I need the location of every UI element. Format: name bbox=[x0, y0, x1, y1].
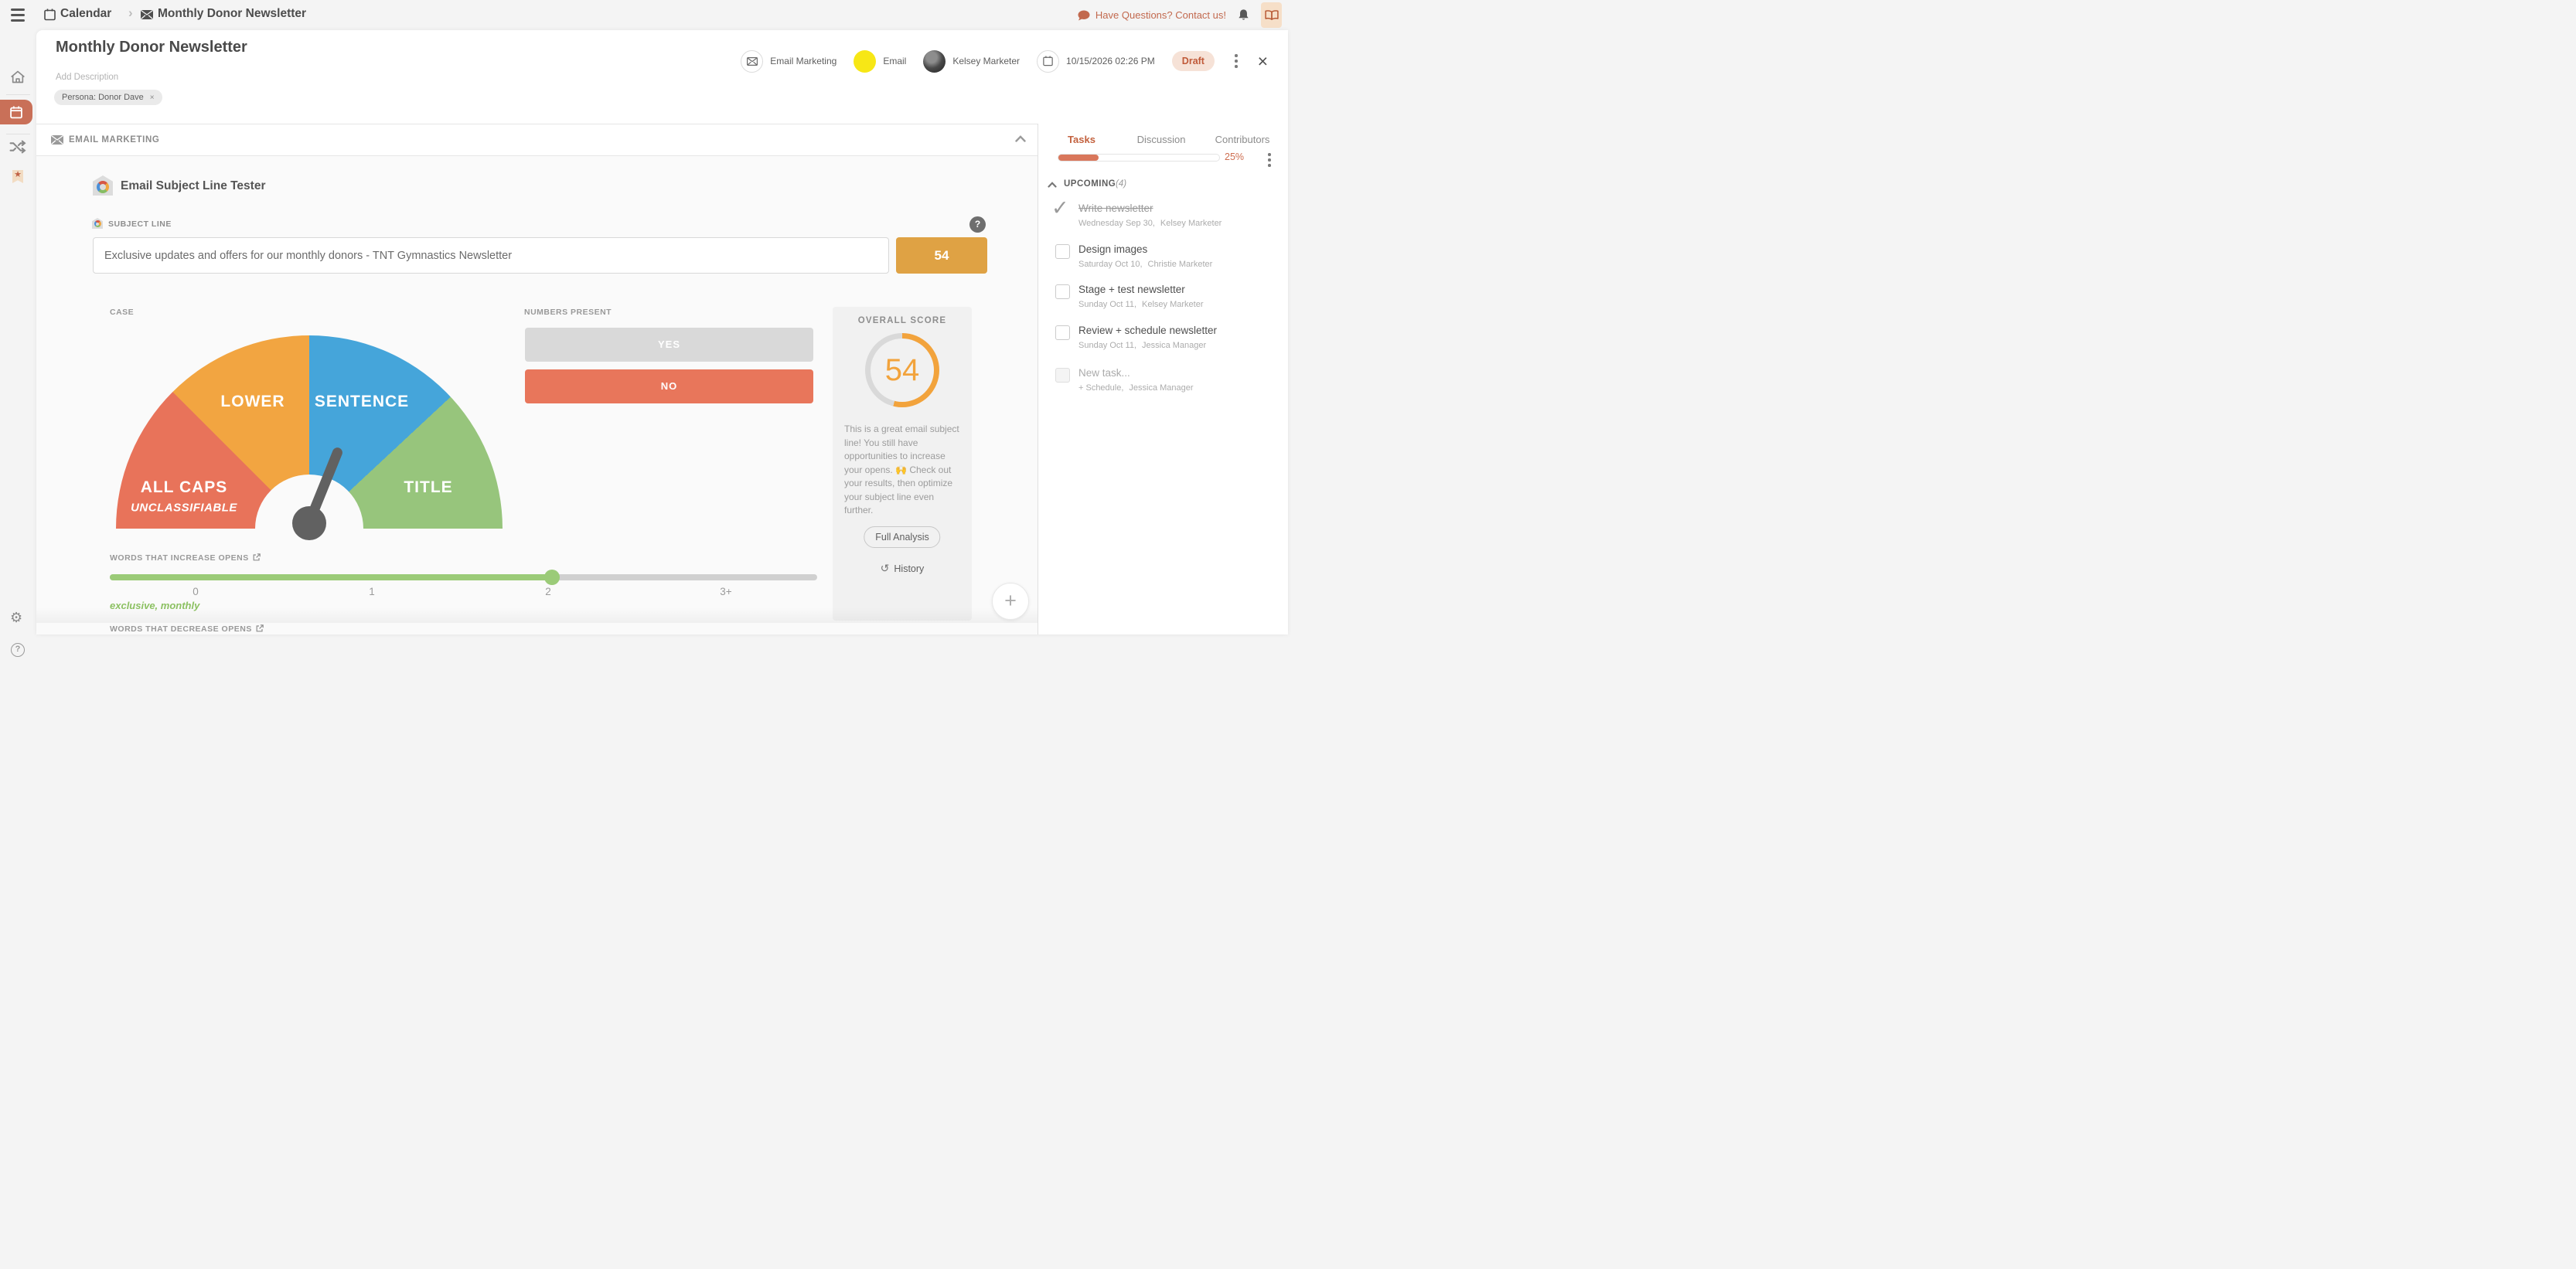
full-analysis-button[interactable]: Full Analysis bbox=[864, 526, 941, 548]
add-description-field[interactable]: Add Description bbox=[56, 73, 119, 82]
persona-tag[interactable]: Persona: Donor Dave × bbox=[54, 90, 162, 105]
overall-score-label: OVERALL SCORE bbox=[857, 316, 947, 325]
upcoming-count: (4) bbox=[1116, 179, 1127, 189]
section-title: EMAIL MARKETING bbox=[69, 135, 160, 145]
color-swatch-yellow bbox=[854, 49, 877, 73]
overall-score-message: This is a great email subject line! You … bbox=[844, 424, 959, 515]
more-options-icon[interactable] bbox=[1232, 51, 1241, 71]
slider-tick-0: 0 bbox=[193, 586, 199, 597]
email-marketing-icon bbox=[51, 135, 63, 145]
color-label-selector[interactable]: Email bbox=[854, 49, 906, 73]
task-complete-check-icon[interactable]: ✓ bbox=[1051, 196, 1069, 219]
breadcrumb-calendar[interactable]: Calendar bbox=[60, 7, 112, 20]
page-title[interactable]: Monthly Donor Newsletter bbox=[56, 39, 247, 56]
task-checkbox[interactable] bbox=[1055, 244, 1070, 259]
settings-gear-icon[interactable]: ⚙ bbox=[10, 610, 23, 625]
external-link-icon[interactable] bbox=[253, 553, 261, 561]
overall-score-ring: 54 bbox=[865, 333, 939, 407]
gauge-segment-title: TITLE bbox=[404, 478, 453, 496]
slider-fill bbox=[110, 574, 552, 580]
subject-line-tester-section: Email Subject Line Tester SUBJECT LINE ?… bbox=[36, 156, 1038, 634]
contact-us-link[interactable]: Have Questions? Contact us! bbox=[1078, 9, 1226, 21]
gauge-segment-all-caps: ALL CAPS bbox=[140, 478, 228, 496]
calendar-icon bbox=[1037, 49, 1060, 73]
tab-discussion[interactable]: Discussion bbox=[1136, 134, 1186, 145]
calendar-icon bbox=[44, 9, 56, 21]
history-icon: ↺ bbox=[880, 562, 890, 574]
case-label: CASE bbox=[110, 308, 135, 317]
tasks-progress-bar bbox=[1058, 154, 1220, 162]
notifications-bell-icon[interactable] bbox=[1237, 9, 1250, 22]
scroll-fade bbox=[36, 607, 1038, 623]
slider-knob[interactable] bbox=[544, 570, 560, 585]
tab-tasks[interactable]: Tasks bbox=[1068, 134, 1095, 145]
new-task-input[interactable]: New task... bbox=[1078, 367, 1130, 379]
gauge-segment-sentence: SENTENCE bbox=[314, 393, 410, 410]
tasks-progress-percent: 25% bbox=[1225, 151, 1245, 162]
breadcrumb-chevron-icon: › bbox=[128, 5, 133, 20]
increase-opens-label: WORDS THAT INCREASE OPENS bbox=[110, 553, 261, 563]
email-type-icon bbox=[741, 49, 764, 73]
task-checkbox[interactable] bbox=[1055, 284, 1070, 299]
collapse-section-chevron-icon[interactable] bbox=[1015, 135, 1026, 142]
subject-line-field-icon bbox=[92, 218, 103, 229]
upcoming-label: UPCOMING bbox=[1064, 179, 1116, 189]
email-project-icon bbox=[141, 10, 153, 19]
help-icon[interactable]: ? bbox=[11, 643, 25, 657]
history-link[interactable]: ↺ History bbox=[880, 562, 925, 574]
home-icon[interactable] bbox=[10, 70, 26, 83]
rail-divider bbox=[6, 94, 30, 95]
tester-title: Email Subject Line Tester bbox=[121, 179, 266, 192]
slider-tick-1: 1 bbox=[369, 586, 375, 597]
sidebar-item-calendar-active[interactable] bbox=[0, 100, 32, 124]
tasks-options-icon[interactable] bbox=[1265, 150, 1274, 170]
character-score-badge: 54 bbox=[896, 237, 987, 274]
breadcrumb-project-title: Monthly Donor Newsletter bbox=[158, 7, 307, 20]
new-task-checkbox[interactable] bbox=[1055, 368, 1070, 383]
tasks-progress-fill bbox=[1058, 155, 1099, 161]
slider-tick-2: 2 bbox=[545, 586, 551, 597]
top-bar: Calendar › Monthly Donor Newsletter Have… bbox=[0, 0, 1288, 30]
tasks-panel: Tasks Discussion Contributors 25% UPCOMI… bbox=[1038, 124, 1288, 634]
add-button[interactable]: + bbox=[992, 583, 1029, 620]
status-badge[interactable]: Draft bbox=[1171, 51, 1215, 71]
email-marketing-section-bar: EMAIL MARKETING bbox=[36, 124, 1038, 156]
schedule-selector[interactable]: 10/15/2026 02:26 PM bbox=[1037, 49, 1155, 73]
numbers-present-label: NUMBERS PRESENT bbox=[524, 308, 612, 317]
slider-tick-3plus: 3+ bbox=[720, 586, 732, 597]
project-meta-row: Email Marketing Email Kelsey Marketer 10… bbox=[741, 47, 1268, 75]
app-window: Calendar › Monthly Donor Newsletter Have… bbox=[0, 0, 1288, 657]
close-icon[interactable]: × bbox=[1257, 51, 1268, 71]
shuffle-icon[interactable] bbox=[9, 140, 26, 154]
hamburger-menu-icon[interactable] bbox=[11, 9, 25, 22]
subject-line-tester-icon bbox=[93, 175, 113, 196]
help-question-icon[interactable]: ? bbox=[969, 216, 986, 233]
gauge-needle-pivot bbox=[292, 506, 326, 540]
chat-bubble-icon bbox=[1078, 10, 1090, 20]
avatar bbox=[923, 49, 946, 73]
subject-line-input[interactable] bbox=[93, 237, 889, 274]
external-link-icon[interactable] bbox=[256, 624, 264, 632]
left-nav-rail: ★ ⚙ ? bbox=[0, 30, 36, 657]
tab-contributors[interactable]: Contributors bbox=[1215, 134, 1270, 145]
tag-remove-icon[interactable]: × bbox=[149, 94, 155, 102]
decrease-opens-label: WORDS THAT DECREASE OPENS bbox=[110, 624, 264, 634]
overall-score-panel: OVERALL SCORE 54 This is a great email s… bbox=[833, 307, 972, 621]
numbers-present-yes-button[interactable]: YES bbox=[525, 328, 813, 362]
overall-score-value: 54 bbox=[884, 352, 920, 387]
resources-book-icon[interactable] bbox=[1261, 2, 1282, 28]
saved-star-bookmark-icon[interactable]: ★ bbox=[12, 170, 23, 183]
owner-selector[interactable]: Kelsey Marketer bbox=[923, 49, 1020, 73]
upcoming-collapse-chevron-icon[interactable] bbox=[1048, 182, 1057, 188]
subject-line-label: SUBJECT LINE bbox=[108, 219, 172, 229]
gauge-segment-unclassifiable: UNCLASSIFIABLE bbox=[131, 501, 237, 515]
numbers-present-no-button[interactable]: NO bbox=[525, 369, 813, 403]
increase-opens-slider[interactable] bbox=[110, 570, 817, 585]
task-checkbox[interactable] bbox=[1055, 325, 1070, 340]
case-gauge: LOWER SENTENCE ALL CAPS UNCLASSIFIABLE T… bbox=[116, 335, 503, 540]
gauge-segment-lower: LOWER bbox=[220, 393, 285, 410]
project-type-selector[interactable]: Email Marketing bbox=[741, 49, 837, 73]
matched-increase-words: exclusive, monthly bbox=[110, 600, 200, 611]
